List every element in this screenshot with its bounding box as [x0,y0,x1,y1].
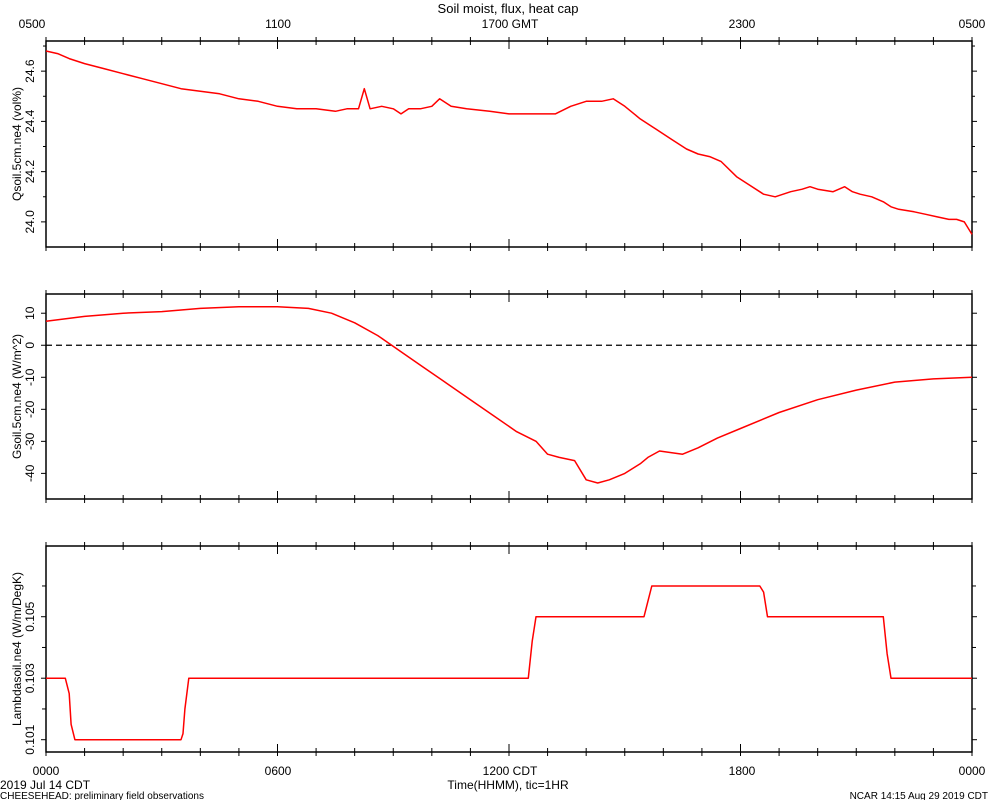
top-tick-label: 0500 [19,17,46,31]
y-axis-label: Qsoil.5cm.ne4 (vol%) [10,87,24,201]
flux-series-line [45,306,973,484]
conductivity-series-line [46,585,972,741]
y-tick-label: 24.6 [23,59,37,83]
moisture-series-line [45,50,973,235]
top-time-axis: 0500 1100 1700 GMT 2300 0500 [19,17,986,31]
plot-frame [45,40,973,248]
y-tick-label: -20 [23,400,37,418]
y-tick-label: 0 [23,342,37,349]
y-tick-label: 10 [23,306,37,320]
plot-frame [45,545,973,753]
y-tick-label: 24.2 [23,160,37,184]
top-tick-label: 1100 [265,17,291,31]
y-tick-label: 0.105 [23,601,37,631]
moisture-panel: 24.0 24.2 24.4 24.6 Qsoil.5cm.ne4 (vol%) [10,37,977,251]
top-tick-label: 2300 [729,17,756,31]
chart-title: Soil moist, flux, heat cap [438,1,579,16]
credit-label: NCAR 14:15 Aug 29 2019 CDT [850,791,988,800]
date-label: 2019 Jul 14 CDT [0,778,91,792]
bottom-tick-label: 1200 CDT [483,764,538,778]
project-label: CHEESEHEAD: preliminary field observatio… [0,791,204,800]
panels: 24.0 24.2 24.4 24.6 Qsoil.5cm.ne4 (vol%) 10 0 -… [10,37,977,756]
bottom-time-axis: 0000 0600 1200 CDT 1800 0000 [33,764,986,778]
y-tick-label: -10 [23,368,37,386]
y-tick-label: 24.4 [23,109,37,133]
top-tick-label: 0500 [959,17,986,31]
bottom-tick-label: 0000 [959,764,986,778]
bottom-tick-label: 0000 [33,764,60,778]
y-tick-label: -30 [23,432,37,450]
bottom-tick-label: 1800 [729,764,756,778]
y-tick-label: 0.103 [23,663,37,693]
y-axis-label: Lambdasoil.ne4 (W/m/DegK) [10,572,24,726]
top-tick-label: 1700 GMT [482,17,539,31]
y-tick-label: 24.0 [23,210,37,234]
y-tick-label: 0.101 [23,724,37,754]
y-axis-label: Gsoil.5cm.ne4 (W/m^2) [10,334,24,459]
flux-panel: 10 0 -10 -20 -30 -40 Gsoil.5cm.ne4 (W/m^2) [10,290,977,503]
bottom-tick-label: 0600 [265,764,292,778]
y-tick-label: -40 [23,464,37,482]
x-axis-label: Time(HHMM), tic=1HR [447,778,569,792]
